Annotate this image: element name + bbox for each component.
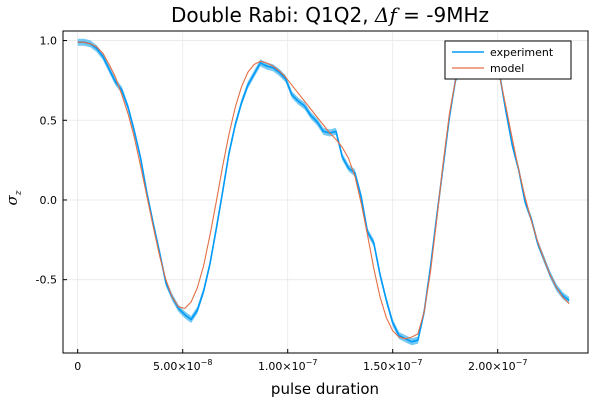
- chart-title-prefix: Double Rabi: Q1Q2,: [171, 3, 375, 27]
- grid-layer: [63, 31, 588, 353]
- legend-model-label: model: [490, 62, 524, 75]
- chart-title-suffix: = -9MHz: [397, 3, 489, 27]
- y-tick-label: -0.5: [36, 274, 57, 287]
- legend: experiment model: [444, 40, 572, 80]
- x-tick-label: 0: [74, 360, 81, 373]
- y-axis-label-subscript: z: [14, 190, 24, 196]
- plot-frame: [62, 30, 589, 354]
- x-tick-label: 1.00×10−7: [258, 358, 318, 373]
- legend-experiment-label: experiment: [490, 46, 554, 59]
- y-tick-label: 0.5: [40, 114, 58, 127]
- tick-layer: 0 5.00×10−8 1.00×10−7 1.50×10−7 2.00×10−7 1.0…: [36, 35, 528, 373]
- y-axis-label-symbol: σ: [3, 195, 21, 206]
- chart-title: Double Rabi: Q1Q2, Δf = -9MHz: [171, 3, 489, 27]
- x-axis-label: pulse duration: [271, 380, 379, 398]
- chart-title-math: Δf: [374, 3, 400, 27]
- y-tick-label: 0.0: [40, 194, 58, 207]
- legend-box: [444, 40, 572, 80]
- x-tick-label: 5.00×10−8: [153, 358, 213, 373]
- x-tick-label: 2.00×10−7: [468, 358, 528, 373]
- x-tick-label: 1.50×10−7: [363, 358, 423, 373]
- y-tick-label: 1.0: [40, 35, 58, 48]
- y-axis-label: σz: [3, 190, 24, 205]
